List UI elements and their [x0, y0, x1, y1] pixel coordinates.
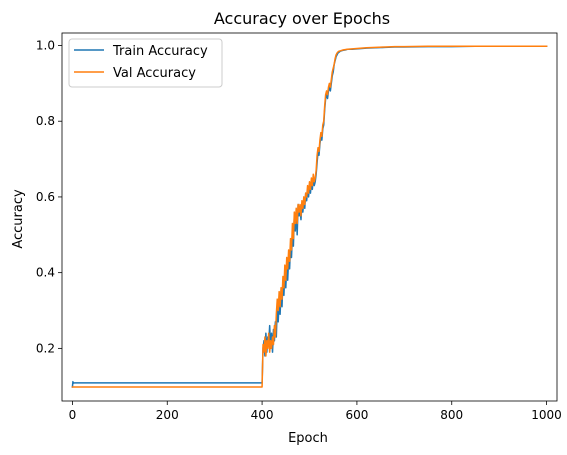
y-tick-label: 0.6 — [36, 190, 55, 204]
x-axis-label: Epoch — [288, 431, 328, 446]
y-tick-label: 0.4 — [36, 266, 55, 280]
legend-box — [68, 38, 223, 88]
legend: Train Accuracy Val Accuracy — [68, 38, 223, 88]
x-tick-label: 1000 — [531, 408, 562, 422]
y-tick-label: 0.8 — [36, 114, 55, 128]
y-tick-label: 0.2 — [36, 341, 55, 355]
x-tick-label: 400 — [251, 408, 274, 422]
y-tick-label: 1.0 — [36, 38, 55, 52]
plot-area: 0 200 400 600 800 1000 0.2 0.4 0.6 0.8 1.0 Train Ac… — [36, 32, 562, 422]
legend-label-val-accuracy: Val Accuracy — [113, 66, 196, 81]
series-line-val-accuracy — [71, 45, 548, 388]
x-tick-label: 800 — [440, 408, 463, 422]
x-tick-label: 600 — [345, 408, 368, 422]
series-line-train-accuracy — [71, 45, 548, 388]
chart-title: Accuracy over Epochs — [214, 9, 390, 28]
axes-frame — [61, 32, 558, 402]
x-tick-label: 0 — [69, 408, 77, 422]
y-axis-label: Accuracy — [11, 189, 26, 249]
x-tick-label: 200 — [156, 408, 179, 422]
legend-label-train-accuracy: Train Accuracy — [112, 44, 208, 59]
